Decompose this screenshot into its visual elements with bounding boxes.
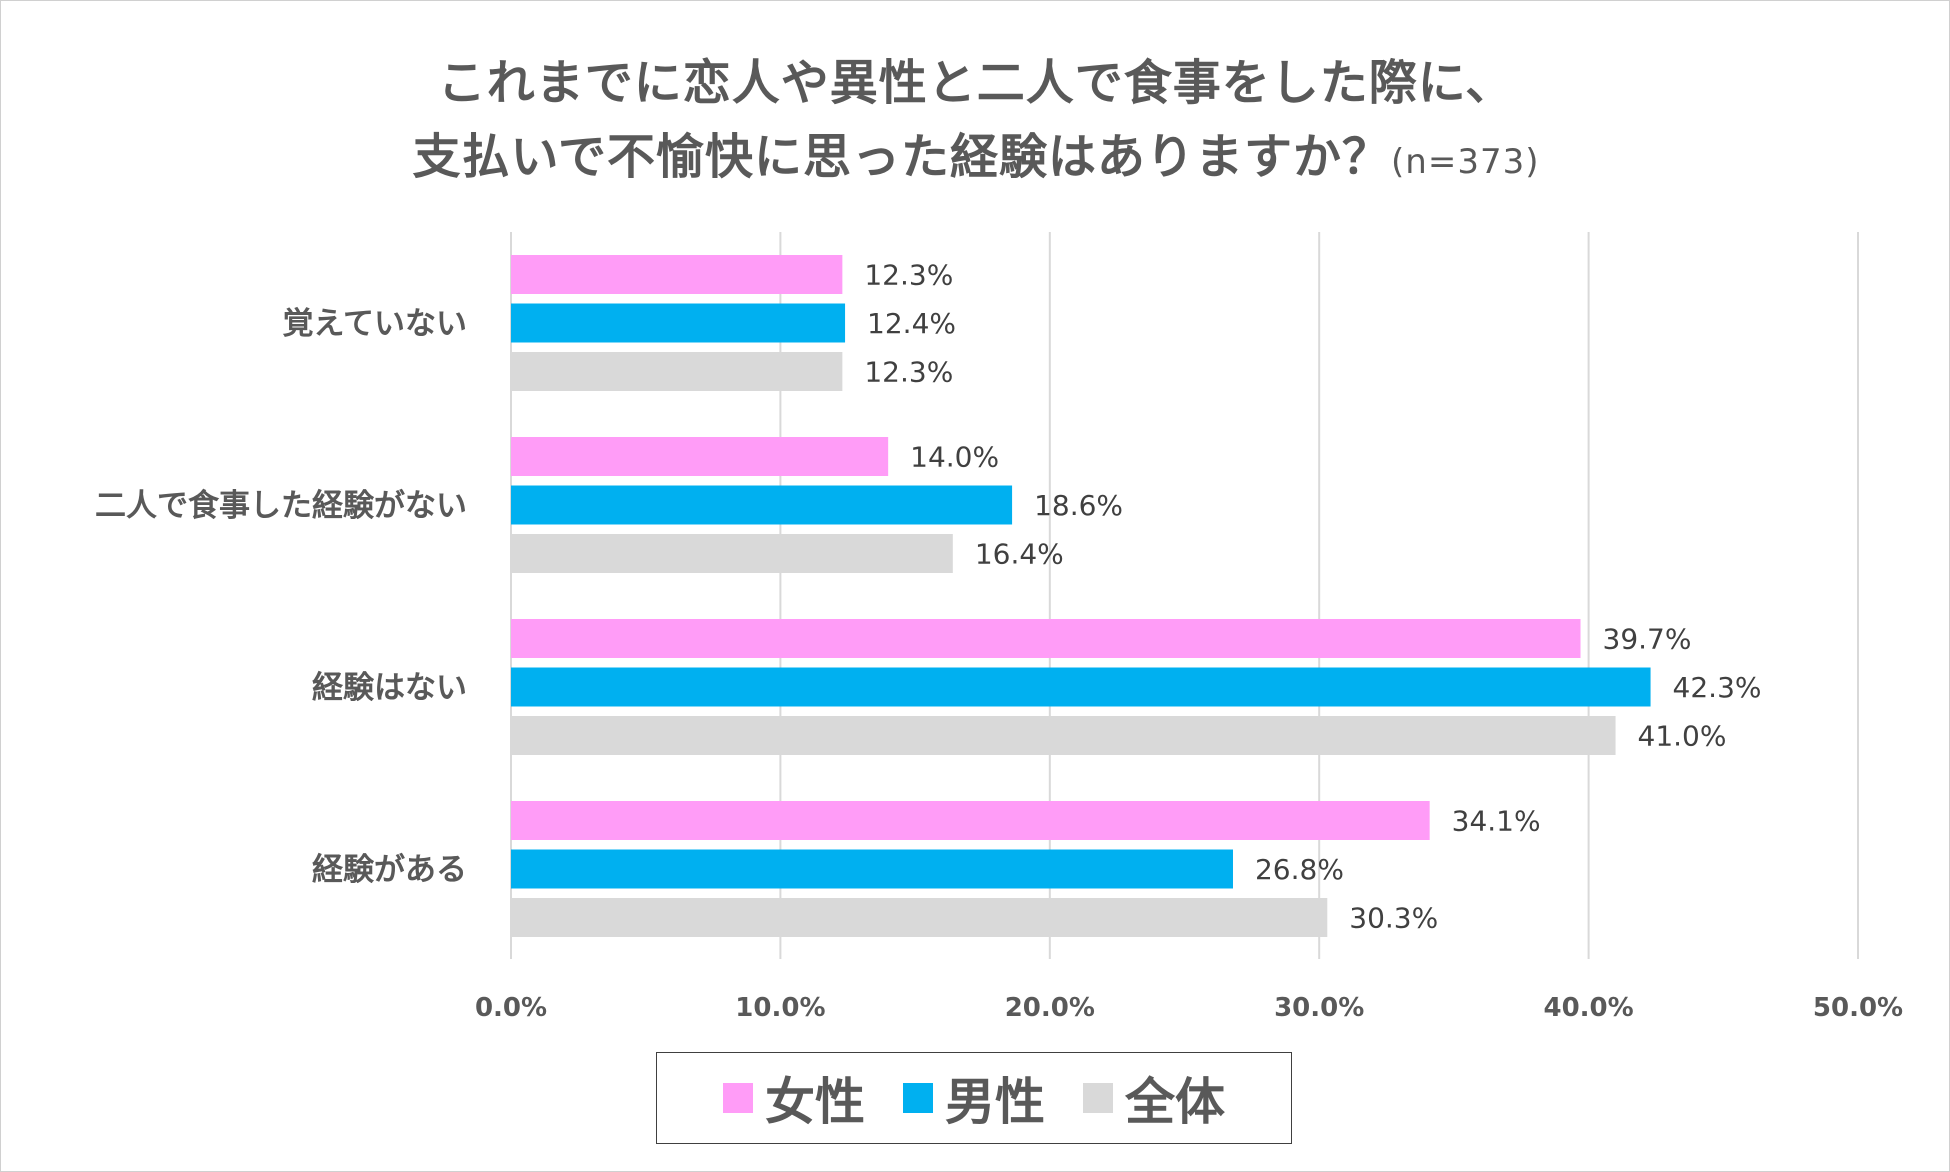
bar xyxy=(511,534,953,573)
data-label: 41.0% xyxy=(1638,720,1727,753)
data-label: 12.3% xyxy=(864,259,953,292)
data-label: 12.3% xyxy=(864,356,953,389)
category-label: 経験はない xyxy=(312,670,467,706)
category-label: 覚えていない xyxy=(283,306,467,342)
x-tick-label: 30.0% xyxy=(1274,993,1364,1023)
sample-size-note: (n=373) xyxy=(1391,142,1540,182)
bar xyxy=(511,255,843,294)
data-label: 18.6% xyxy=(1034,489,1123,522)
legend-swatch xyxy=(723,1083,753,1113)
category-label: 経験がある xyxy=(312,852,467,888)
bar xyxy=(511,898,1328,937)
data-label: 14.0% xyxy=(910,441,999,474)
legend-label: 男性 xyxy=(945,1073,1045,1131)
bar xyxy=(511,619,1581,658)
x-tick-label: 40.0% xyxy=(1543,993,1633,1023)
bar xyxy=(511,485,1013,525)
bar xyxy=(511,801,1430,840)
chart-title-line2: 支払いで不愉快に思った経験はありますか？(n=373) xyxy=(1,117,1949,187)
bar xyxy=(511,849,1233,889)
x-tick-label: 10.0% xyxy=(735,993,825,1023)
data-label: 26.8% xyxy=(1255,853,1344,886)
x-tick-label: 0.0% xyxy=(475,993,547,1023)
legend-swatch xyxy=(903,1083,933,1113)
data-label: 34.1% xyxy=(1452,805,1541,838)
legend-item-total: 全体 xyxy=(1083,1062,1225,1134)
legend-item-female: 女性 xyxy=(723,1062,865,1134)
bar xyxy=(511,716,1616,755)
data-label: 42.3% xyxy=(1673,671,1762,704)
category-label: 二人で食事した経験がない xyxy=(95,488,467,524)
x-tick-label: 20.0% xyxy=(1005,993,1095,1023)
data-label: 16.4% xyxy=(975,538,1064,571)
legend: 女性 男性 全体 xyxy=(656,1052,1292,1144)
legend-label: 女性 xyxy=(765,1073,865,1131)
bar xyxy=(511,437,889,476)
x-tick-label: 50.0% xyxy=(1813,993,1903,1023)
bar xyxy=(511,303,846,343)
legend-label: 全体 xyxy=(1125,1073,1225,1131)
legend-swatch xyxy=(1083,1083,1113,1113)
data-label: 12.4% xyxy=(867,307,956,340)
data-label: 30.3% xyxy=(1349,902,1438,935)
chart-title-text: 支払いで不愉快に思った経験はありますか？ xyxy=(412,129,1392,185)
bar xyxy=(511,667,1651,707)
bar xyxy=(511,352,843,391)
legend-item-male: 男性 xyxy=(903,1062,1045,1134)
data-label: 39.7% xyxy=(1603,623,1692,656)
chart-title-line1: これまでに恋人や異性と二人で食事をした際に、 xyxy=(437,55,1515,111)
